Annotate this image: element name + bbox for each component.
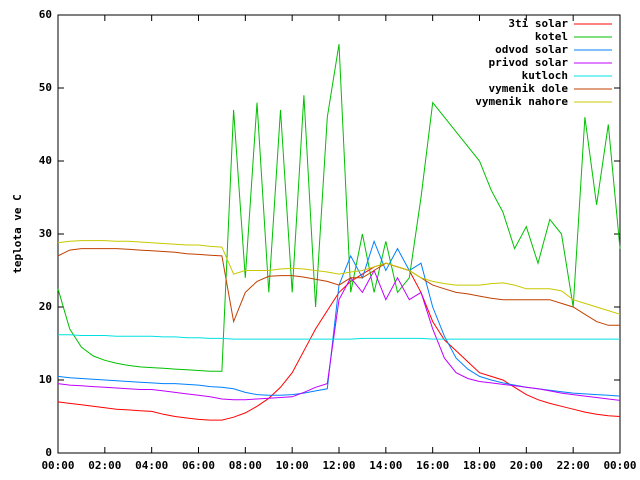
x-tick-label: 18:00 xyxy=(463,459,496,472)
series-line xyxy=(58,334,620,340)
x-tick-label: 10:00 xyxy=(276,459,309,472)
series-line xyxy=(57,44,621,372)
x-tick-label: 00:00 xyxy=(41,459,74,472)
legend-label: kutloch xyxy=(522,69,568,82)
series-line xyxy=(57,262,621,421)
series-line xyxy=(57,239,621,397)
x-tick-label: 04:00 xyxy=(135,459,168,472)
x-tick-label: 16:00 xyxy=(416,459,449,472)
legend-label: 3ti solar xyxy=(508,17,568,30)
x-tick-label: 06:00 xyxy=(182,459,215,472)
x-tick-label: 20:00 xyxy=(510,459,543,472)
y-tick-label: 0 xyxy=(45,446,52,459)
legend-label: vymenik dole xyxy=(489,82,569,95)
y-tick-label: 10 xyxy=(39,373,52,386)
y-axis-label: teplota ve C xyxy=(11,194,24,273)
legend-label: kotel xyxy=(535,30,568,43)
y-tick-label: 20 xyxy=(39,300,52,313)
x-tick-label: 12:00 xyxy=(322,459,355,472)
x-tick-label: 14:00 xyxy=(369,459,402,472)
y-tick-label: 60 xyxy=(39,8,52,21)
x-tick-label: 02:00 xyxy=(88,459,121,472)
series-line xyxy=(57,248,620,326)
legend-label: vymenik nahore xyxy=(475,95,568,108)
x-tick-label: 08:00 xyxy=(229,459,262,472)
x-tick-label: 22:00 xyxy=(557,459,590,472)
y-tick-label: 50 xyxy=(39,81,52,94)
series-line xyxy=(57,240,621,315)
series-line xyxy=(57,269,621,401)
y-tick-label: 40 xyxy=(39,154,52,167)
legend-label: odvod solar xyxy=(495,43,568,56)
x-tick-label: 00:00 xyxy=(603,459,636,472)
y-tick-label: 30 xyxy=(39,227,52,240)
legend-label: privod solar xyxy=(489,56,569,69)
